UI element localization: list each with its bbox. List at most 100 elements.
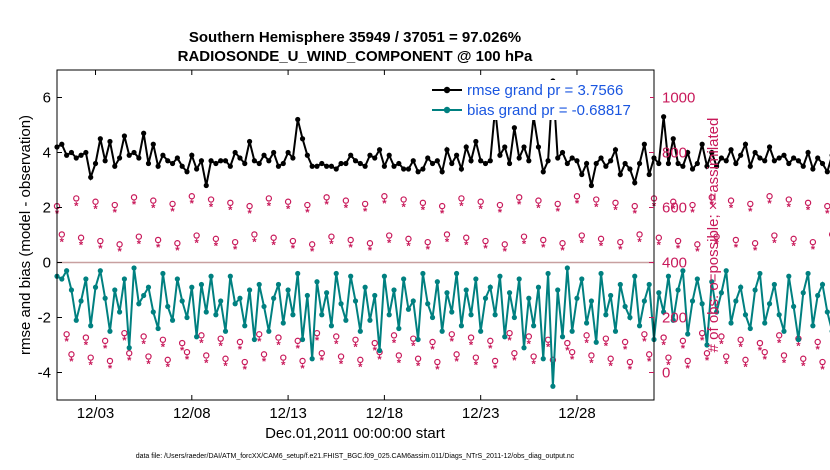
obs-assimilated-marker: * (349, 242, 354, 254)
bias-point (179, 298, 185, 304)
obs-possible-marker (342, 197, 350, 204)
bias-point (656, 290, 662, 296)
bias-point (126, 345, 132, 351)
rmse-point (59, 141, 65, 147)
rmse-point (771, 158, 777, 164)
rmse-point (381, 163, 387, 169)
obs-possible-marker (121, 329, 128, 337)
obs-assimilated-marker: * (74, 200, 79, 212)
rmse-point (141, 130, 147, 136)
obs-possible-marker (371, 339, 378, 347)
obs-assimilated-marker: * (373, 345, 378, 357)
bias-point (92, 284, 99, 290)
bias-point (468, 312, 474, 318)
bias-point (516, 276, 522, 282)
rmse-point (574, 158, 580, 164)
rmse-point (718, 155, 725, 161)
rmse-point (545, 158, 551, 164)
obs-assimilated-marker: * (223, 361, 228, 373)
bias-point (116, 309, 123, 315)
obs-assimilated-marker: * (739, 342, 744, 354)
obs-possible-marker (756, 339, 764, 347)
obs-assimilated-marker: * (633, 208, 638, 220)
obs-assimilated-marker: * (146, 358, 151, 370)
obs-possible-marker (708, 194, 715, 201)
x-tick-label: 12/28 (558, 405, 596, 422)
obs-possible-marker (487, 337, 494, 345)
bias-point (805, 270, 811, 277)
rmse-point (478, 158, 484, 164)
rmse-point (810, 166, 816, 172)
obs-possible-marker (178, 339, 186, 347)
rmse-point (73, 155, 79, 161)
bias-point (762, 320, 768, 326)
obs-possible-marker (77, 234, 85, 241)
obs-assimilated-marker: * (556, 206, 561, 218)
obs-assimilated-marker: * (127, 355, 132, 367)
bias-point (603, 312, 609, 318)
obs-assimilated-marker: * (281, 360, 286, 372)
bias-point (218, 298, 224, 304)
bias-point (429, 314, 436, 321)
obs-possible-marker (540, 236, 547, 244)
rmse-point (328, 163, 335, 169)
bias-point (545, 270, 551, 277)
bias-point (559, 334, 566, 340)
obs-possible-marker (275, 334, 282, 341)
rmse-point (246, 138, 253, 145)
obs-possible-marker (684, 357, 691, 365)
bias-point (333, 270, 339, 277)
rmse-point (482, 160, 489, 167)
obs-possible-marker (241, 358, 248, 366)
rmse-point (299, 136, 306, 142)
obs-assimilated-marker: * (512, 355, 517, 367)
rmse-point (454, 152, 460, 158)
rmse-point (78, 152, 84, 158)
obs-possible-marker (568, 348, 576, 356)
obs-assimilated-marker: * (618, 244, 623, 256)
obs-assimilated-marker: * (705, 355, 710, 367)
obs-count-layer: * * * * * * * * * * * * * * * * * * * * * * * * * * * * * * * * * * * * * * * *… (53, 193, 830, 376)
obs-assimilated-marker: * (199, 337, 204, 349)
obs-possible-marker (193, 232, 200, 239)
rmse-point (800, 163, 806, 169)
obs-possible-marker (333, 333, 340, 340)
bias-point (617, 281, 623, 288)
bias-point (59, 276, 65, 282)
rmse-point (169, 160, 176, 167)
obs-possible-marker (520, 233, 528, 240)
obs-possible-marker (689, 201, 696, 209)
obs-possible-marker (68, 351, 75, 358)
obs-assimilated-marker: * (257, 336, 262, 348)
obs-possible-marker (73, 195, 80, 202)
obs-assimilated-marker: * (358, 362, 363, 374)
obs-assimilated-marker: * (613, 205, 618, 217)
obs-possible-marker (491, 357, 499, 365)
obs-assimilated-marker: * (194, 237, 199, 249)
obs-assimilated-marker: * (156, 242, 161, 254)
obs-assimilated-marker: * (315, 335, 320, 347)
obs-possible-marker (227, 199, 234, 207)
rmse-point (665, 160, 672, 167)
rmse-point (728, 147, 734, 153)
obs-possible-marker (260, 351, 268, 358)
y-right-tick-label: 0 (662, 365, 670, 382)
bias-point (478, 328, 484, 334)
obs-possible-marker (660, 334, 667, 341)
rmse-point (680, 163, 686, 169)
bias-point (800, 290, 806, 296)
bias-point (622, 303, 628, 310)
obs-possible-marker (775, 332, 783, 339)
rmse-point (569, 155, 575, 161)
obs-possible-marker (674, 237, 682, 245)
bias-point (444, 290, 450, 296)
bias-point (261, 303, 267, 310)
obs-assimilated-marker: * (584, 337, 589, 349)
obs-possible-marker (477, 198, 484, 205)
rmse-point (208, 158, 214, 164)
obs-assimilated-marker: * (748, 206, 753, 218)
obs-possible-marker (217, 335, 224, 342)
obs-possible-marker (116, 241, 123, 248)
rmse-point (598, 155, 604, 161)
